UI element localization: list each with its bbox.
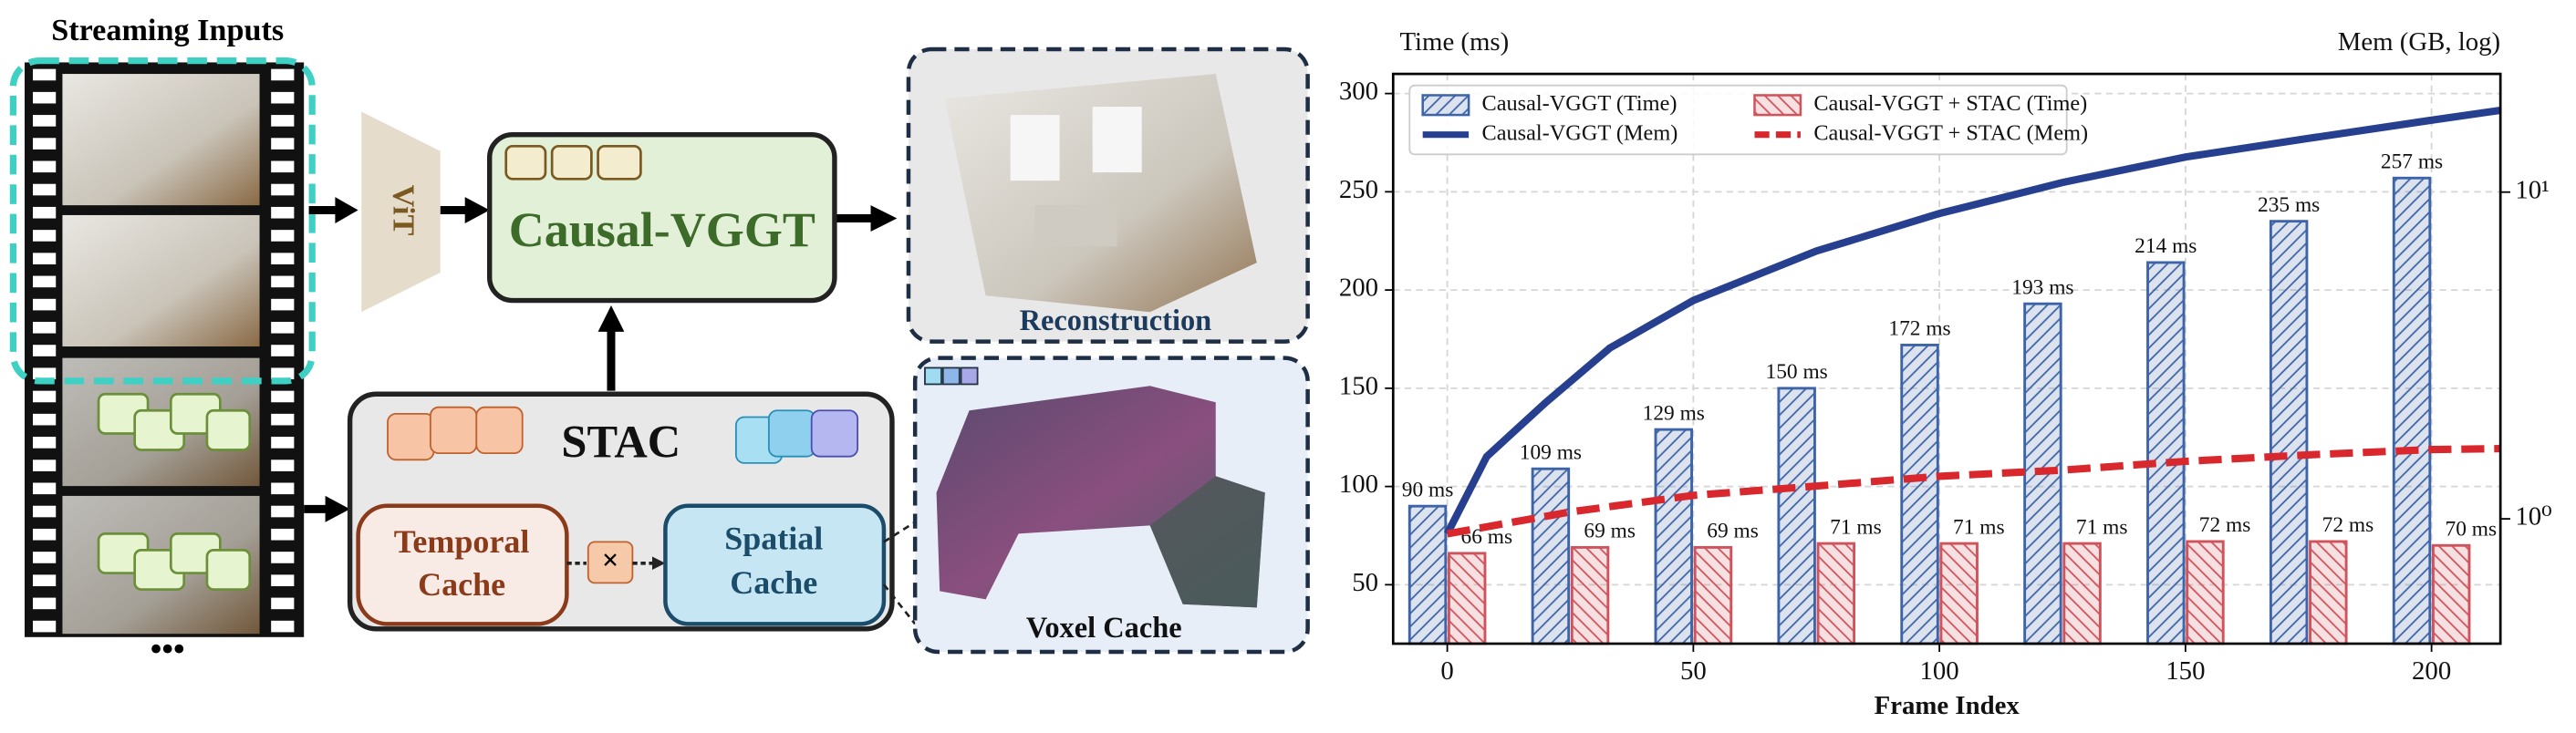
- temporal-cache-label: Temporal: [394, 523, 530, 560]
- value-label: 70 ms: [2446, 517, 2498, 541]
- input-window: [9, 57, 316, 385]
- bar: [2186, 540, 2225, 645]
- bar: [1777, 387, 1816, 645]
- bar: [2146, 261, 2186, 645]
- value-label: 193 ms: [2011, 275, 2073, 299]
- legend-label: Causal-VGGT + STAC (Mem): [1813, 120, 2088, 145]
- legend-label: Causal-VGGT (Mem): [1482, 120, 1678, 145]
- legend-swatch: [1421, 94, 1470, 117]
- y-axis-label: Time (ms): [1399, 27, 1509, 57]
- value-label: 90 ms: [1402, 478, 1454, 501]
- value-label: 172 ms: [1888, 317, 1950, 341]
- legend-label: Causal-VGGT + STAC (Time): [1813, 91, 2087, 116]
- y-tick-label: 300: [1339, 77, 1378, 106]
- value-label: 69 ms: [1707, 520, 1759, 543]
- bar: [2392, 176, 2432, 645]
- value-label: 71 ms: [2076, 515, 2128, 539]
- y2-axis-label: Mem (GB, log): [2338, 27, 2500, 57]
- y-tick-label: 100: [1339, 470, 1378, 499]
- bar: [2062, 542, 2102, 645]
- bar: [1939, 542, 1979, 645]
- temporal-cache-label: Cache: [418, 566, 505, 603]
- spatial-cache-block: [663, 503, 887, 626]
- value-label: 71 ms: [1830, 515, 1882, 539]
- plot-frame: [1391, 72, 2502, 645]
- bar: [1407, 504, 1448, 645]
- x-tick-label: 50: [1680, 656, 1707, 686]
- value-label: 235 ms: [2258, 193, 2320, 217]
- spatial-cache-label: Spatial: [724, 521, 823, 557]
- y-tick-label: 200: [1339, 274, 1378, 303]
- voxel-image: [924, 366, 1265, 608]
- value-label: 257 ms: [2381, 150, 2443, 173]
- legend-frame: [1408, 84, 2068, 156]
- y-tick-label: 250: [1339, 175, 1378, 204]
- value-label: 150 ms: [1766, 360, 1828, 384]
- value-label: 72 ms: [2322, 513, 2374, 537]
- legend-label: Causal-VGGT (Time): [1482, 91, 1678, 116]
- value-label: 71 ms: [1953, 515, 2005, 539]
- vit-block: [361, 111, 441, 313]
- x-tick-label: 0: [1440, 656, 1453, 686]
- zoom-lines: [882, 521, 917, 625]
- more-frames: •••: [151, 630, 185, 666]
- bar: [1900, 344, 1939, 645]
- y-tick-label: 50: [1352, 568, 1378, 597]
- reconstruction-label: Reconstruction: [1020, 305, 1212, 337]
- value-label: 109 ms: [1520, 440, 1582, 464]
- value-label: 72 ms: [2199, 513, 2251, 537]
- legend-swatch: [1753, 94, 1802, 117]
- x-tick-label: 150: [2166, 656, 2205, 686]
- bar: [2309, 540, 2348, 645]
- connector-head: [652, 556, 666, 570]
- backbone-label: Causal-VGGT: [509, 202, 815, 257]
- line: [1444, 106, 2501, 536]
- bar: [1654, 428, 1694, 645]
- bar: [1570, 545, 1610, 645]
- bar: [2269, 220, 2309, 645]
- y-tick-label: 150: [1339, 371, 1378, 400]
- x-tick-label: 100: [1920, 656, 1959, 686]
- bar: [1816, 542, 1856, 645]
- voxel-cache-label: Voxel Cache: [1026, 612, 1182, 645]
- value-label: 129 ms: [1643, 401, 1705, 425]
- token-cards: [504, 144, 642, 181]
- bar: [1531, 467, 1571, 645]
- value-label: 214 ms: [2135, 234, 2197, 258]
- bar: [1447, 552, 1487, 645]
- bar: [2431, 543, 2471, 645]
- reconstruction-image: [944, 74, 1257, 313]
- x-tick-label: 200: [2412, 656, 2451, 686]
- bar: [1693, 545, 1733, 645]
- line: [1446, 445, 2501, 538]
- operator-label: ×: [602, 544, 618, 577]
- spatial-cache-label: Cache: [730, 564, 817, 601]
- inputs-title: Streaming Inputs: [51, 14, 284, 47]
- chart: 50 100 150 200 250 300 0 50 100 150 200 10⁰ 10¹ 90 ms…: [1339, 27, 2552, 720]
- vit-label: ViT: [387, 185, 421, 236]
- cache-icons: [387, 406, 859, 464]
- value-label: 69 ms: [1584, 520, 1636, 543]
- y2-tick-label: 10¹: [2515, 175, 2549, 204]
- arrows: [304, 197, 898, 522]
- film-strip: [25, 62, 305, 637]
- x-axis-label: Frame Index: [1875, 691, 2020, 720]
- stac-label: STAC: [561, 416, 680, 467]
- y2-tick-label: 10⁰: [2515, 502, 2551, 532]
